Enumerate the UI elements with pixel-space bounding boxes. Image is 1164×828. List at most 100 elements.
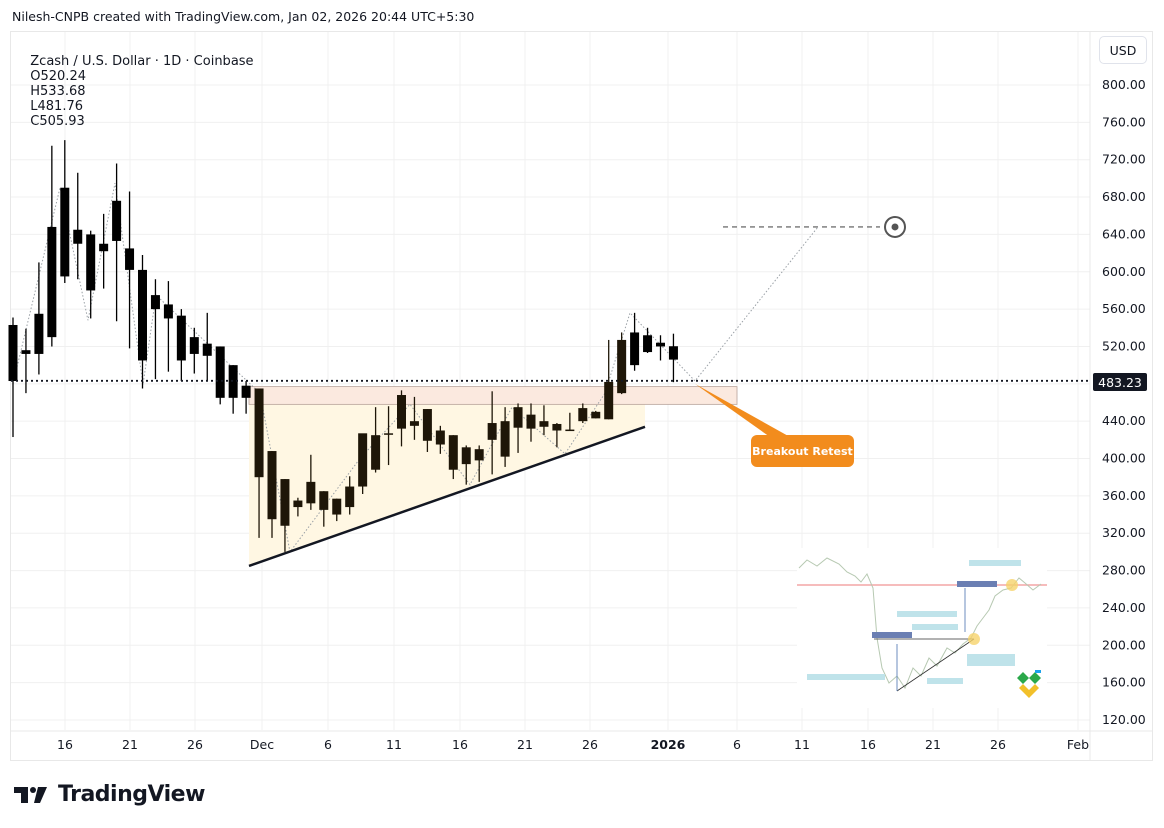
svg-text:Dec: Dec xyxy=(250,737,274,752)
inset-logo-icon xyxy=(1017,670,1041,698)
svg-text:800.00: 800.00 xyxy=(1102,77,1146,92)
candle xyxy=(397,395,406,429)
candle xyxy=(21,350,31,354)
svg-text:21: 21 xyxy=(122,737,138,752)
ohlc-open: O520.24 xyxy=(30,69,86,84)
candle xyxy=(280,479,290,526)
candle xyxy=(332,498,342,515)
candle xyxy=(293,500,303,508)
candle xyxy=(8,324,18,382)
ascending-trendline[interactable] xyxy=(248,425,646,568)
ohlc-low: L481.76 xyxy=(30,99,83,114)
candle xyxy=(345,486,355,508)
candle xyxy=(565,429,575,432)
svg-text:26: 26 xyxy=(582,737,598,752)
svg-text:360.00: 360.00 xyxy=(1102,488,1146,503)
candle xyxy=(319,491,329,510)
candle xyxy=(435,430,445,445)
chart-frame xyxy=(10,31,1153,761)
candle xyxy=(539,421,549,427)
candle xyxy=(656,342,665,347)
candle xyxy=(86,234,96,291)
svg-text:520.00: 520.00 xyxy=(1102,338,1146,353)
svg-text:720.00: 720.00 xyxy=(1102,152,1146,167)
callout-pointer xyxy=(695,383,790,437)
svg-text:200.00: 200.00 xyxy=(1102,637,1146,652)
candle xyxy=(630,332,640,366)
candle xyxy=(202,343,212,356)
resistance-zone[interactable] xyxy=(248,386,738,405)
svg-text:640.00: 640.00 xyxy=(1102,226,1146,241)
candle xyxy=(306,481,316,504)
candle xyxy=(474,449,484,461)
candle xyxy=(73,229,83,244)
candle xyxy=(500,421,510,457)
current-price-tag: 483.23 xyxy=(1093,373,1147,391)
candle xyxy=(138,269,147,361)
tradingview-logo-text: TradingView xyxy=(58,782,205,807)
candle xyxy=(215,346,225,398)
candle xyxy=(384,433,394,435)
candle xyxy=(228,365,238,398)
svg-text:16: 16 xyxy=(860,737,876,752)
candle xyxy=(267,451,277,520)
svg-text:160.00: 160.00 xyxy=(1102,675,1146,690)
svg-text:21: 21 xyxy=(517,737,533,752)
candle xyxy=(526,414,536,429)
candle xyxy=(578,408,588,422)
candle xyxy=(125,248,135,270)
candle xyxy=(241,385,251,398)
price-axis[interactable]: 800.00 760.00 720.00 680.00 640.00 600.00 560.… xyxy=(1102,77,1146,727)
candle xyxy=(112,200,122,241)
candle xyxy=(163,304,173,319)
breakout-retest-callout[interactable]: Breakout Retest xyxy=(751,435,854,467)
symbol-name: Zcash / U.S. Dollar · 1D · Coinbase xyxy=(30,54,254,69)
svg-text:16: 16 xyxy=(452,737,468,752)
candle xyxy=(422,409,432,441)
candle xyxy=(643,335,653,353)
svg-text:6: 6 xyxy=(733,737,741,752)
triangle-pattern-fill xyxy=(249,404,645,566)
svg-text:600.00: 600.00 xyxy=(1102,264,1146,279)
candle xyxy=(617,339,627,394)
candle xyxy=(60,187,70,277)
symbol-legend: Zcash / U.S. Dollar · 1D · Coinbase O520… xyxy=(22,39,260,129)
currency-button[interactable]: USD xyxy=(1099,36,1147,64)
svg-text:26: 26 xyxy=(187,737,203,752)
time-axis[interactable]: 16 21 26 Dec 6 11 16 21 26 2026 6 11 16 21 26 Feb xyxy=(57,737,1089,752)
svg-text:440.00: 440.00 xyxy=(1102,413,1146,428)
candle xyxy=(358,433,368,487)
svg-text:21: 21 xyxy=(925,737,941,752)
candle xyxy=(668,346,678,360)
candles[interactable] xyxy=(8,140,678,552)
svg-text:560.00: 560.00 xyxy=(1102,301,1146,316)
svg-text:2026: 2026 xyxy=(651,737,686,752)
svg-text:6: 6 xyxy=(324,737,332,752)
candle xyxy=(150,295,160,310)
svg-text:320.00: 320.00 xyxy=(1102,525,1146,540)
ohlc-close: C505.93 xyxy=(30,114,85,129)
candle xyxy=(176,315,186,361)
candle xyxy=(448,435,458,470)
candle xyxy=(591,411,601,419)
candle xyxy=(513,407,523,428)
candle xyxy=(487,423,497,440)
tradingview-logo[interactable]: TradingView xyxy=(14,782,205,807)
ohlc-high: H533.68 xyxy=(30,84,86,99)
svg-text:120.00: 120.00 xyxy=(1102,712,1146,727)
svg-text:680.00: 680.00 xyxy=(1102,189,1146,204)
candle xyxy=(99,243,109,252)
inset-pattern-illustration xyxy=(797,548,1047,708)
chart-credit: Nilesh-CNPB created with TradingView.com… xyxy=(12,9,475,24)
svg-text:26: 26 xyxy=(990,737,1006,752)
candle xyxy=(254,388,264,478)
candle xyxy=(461,447,471,465)
tradingview-logo-icon xyxy=(14,786,47,803)
svg-text:760.00: 760.00 xyxy=(1102,114,1146,129)
candle xyxy=(189,337,199,354)
svg-text:Feb: Feb xyxy=(1067,737,1089,752)
svg-text:240.00: 240.00 xyxy=(1102,600,1146,615)
candle xyxy=(34,313,44,354)
candle xyxy=(371,435,381,470)
